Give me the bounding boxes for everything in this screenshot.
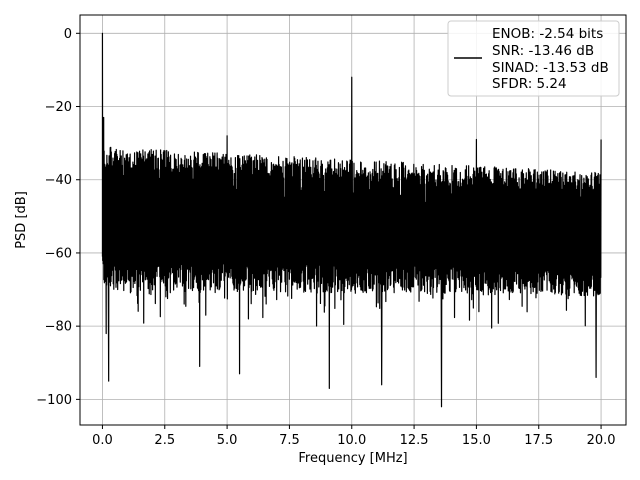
axes-frame xyxy=(79,14,627,426)
x-tick-label: 15.0 xyxy=(462,433,491,448)
legend-line-sfdr: SFDR: 5.24 xyxy=(492,76,567,92)
y-tick-label: −40 xyxy=(45,173,72,188)
plot-area xyxy=(101,32,602,408)
legend-box xyxy=(447,20,620,97)
legend: ENOB: -2.54 bits SNR: -13.46 dB SINAD: -… xyxy=(447,20,620,97)
legend-line-enob: ENOB: -2.54 bits xyxy=(492,26,603,42)
x-tick-label: 20.0 xyxy=(587,433,616,448)
x-tick-label: 0.0 xyxy=(92,433,113,448)
y-tick-label: −100 xyxy=(36,393,72,408)
x-tick-label: 17.5 xyxy=(524,433,553,448)
series-line xyxy=(101,32,602,408)
y-axis: 0 −20 −40 −60 −80 −100 xyxy=(36,27,80,408)
y-tick-label: −80 xyxy=(45,320,72,335)
y-tick-label: −20 xyxy=(45,100,72,115)
legend-line-sinad: SINAD: -13.53 dB xyxy=(492,60,609,76)
x-tick-label: 5.0 xyxy=(217,433,238,448)
x-axis-label: Frequency [MHz] xyxy=(298,451,407,466)
x-tick-label: 12.5 xyxy=(400,433,429,448)
legend-line-snr: SNR: -13.46 dB xyxy=(492,43,594,59)
x-tick-label: 10.0 xyxy=(337,433,366,448)
x-tick-label: 2.5 xyxy=(154,433,175,448)
y-tick-label: 0 xyxy=(64,27,72,42)
y-axis-label: PSD [dB] xyxy=(14,191,29,249)
x-axis: 0.0 2.5 5.0 7.5 10.0 12.5 15.0 17.5 20.0 xyxy=(92,425,616,448)
y-tick-label: −60 xyxy=(45,246,72,261)
x-tick-label: 7.5 xyxy=(279,433,300,448)
